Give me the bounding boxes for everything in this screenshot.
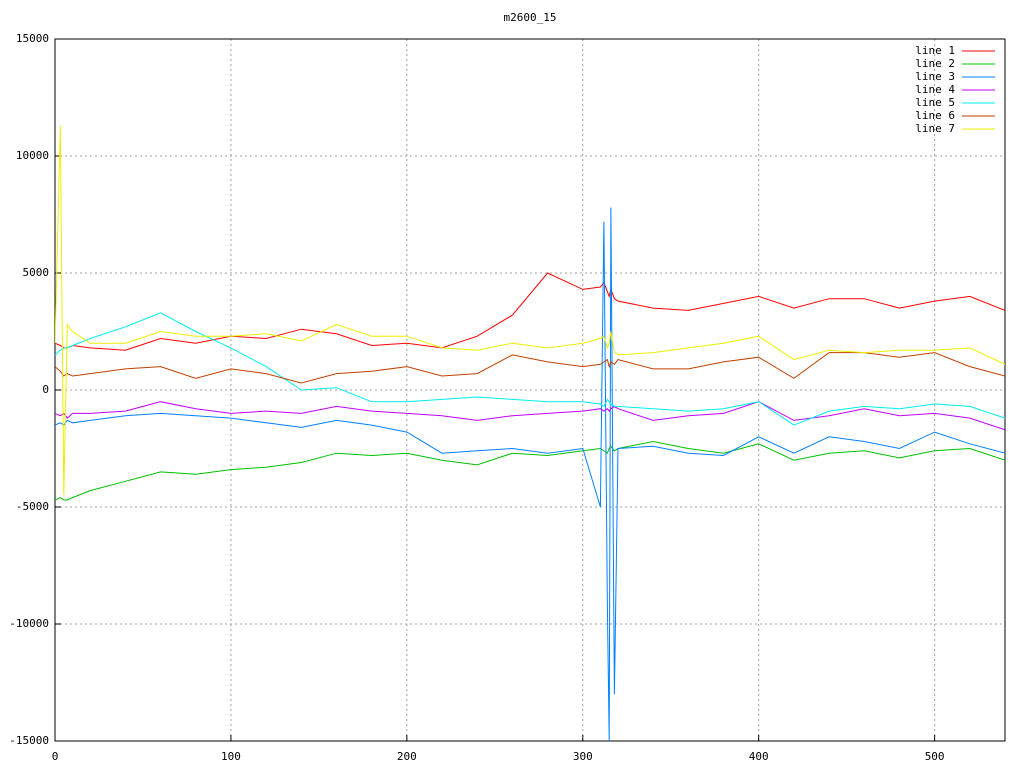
series-line [55,272,1005,351]
y-tick-label: -15000 [9,734,49,747]
x-tick-label: 500 [925,750,945,763]
legend-label: line 6 [915,109,955,122]
y-tick-label: -10000 [9,617,49,630]
legend-label: line 4 [915,83,955,96]
series-line [55,352,1005,384]
y-tick-label: -5000 [16,500,49,513]
x-tick-label: 200 [397,750,417,763]
y-tick-label: 10000 [16,149,49,162]
plot-frame [54,38,1006,742]
legend-label: line 1 [915,44,955,57]
series-line [55,125,1005,496]
y-tick-label: 0 [42,383,49,396]
series-line [55,207,1005,741]
x-tick-label: 300 [573,750,593,763]
legend-label: line 5 [915,96,955,109]
legend-label: line 3 [915,70,955,83]
series-line [55,440,1005,501]
y-tick-label: 5000 [23,266,50,279]
chart-title: m2600_15 [504,11,557,24]
series-line [55,312,1005,426]
legend-label: line 7 [915,122,955,135]
x-tick-label: 400 [749,750,769,763]
x-tick-label: 0 [52,750,59,763]
y-tick-label: 15000 [16,32,49,45]
x-tick-label: 100 [221,750,241,763]
series-line [55,401,1005,431]
legend-label: line 2 [915,57,955,70]
